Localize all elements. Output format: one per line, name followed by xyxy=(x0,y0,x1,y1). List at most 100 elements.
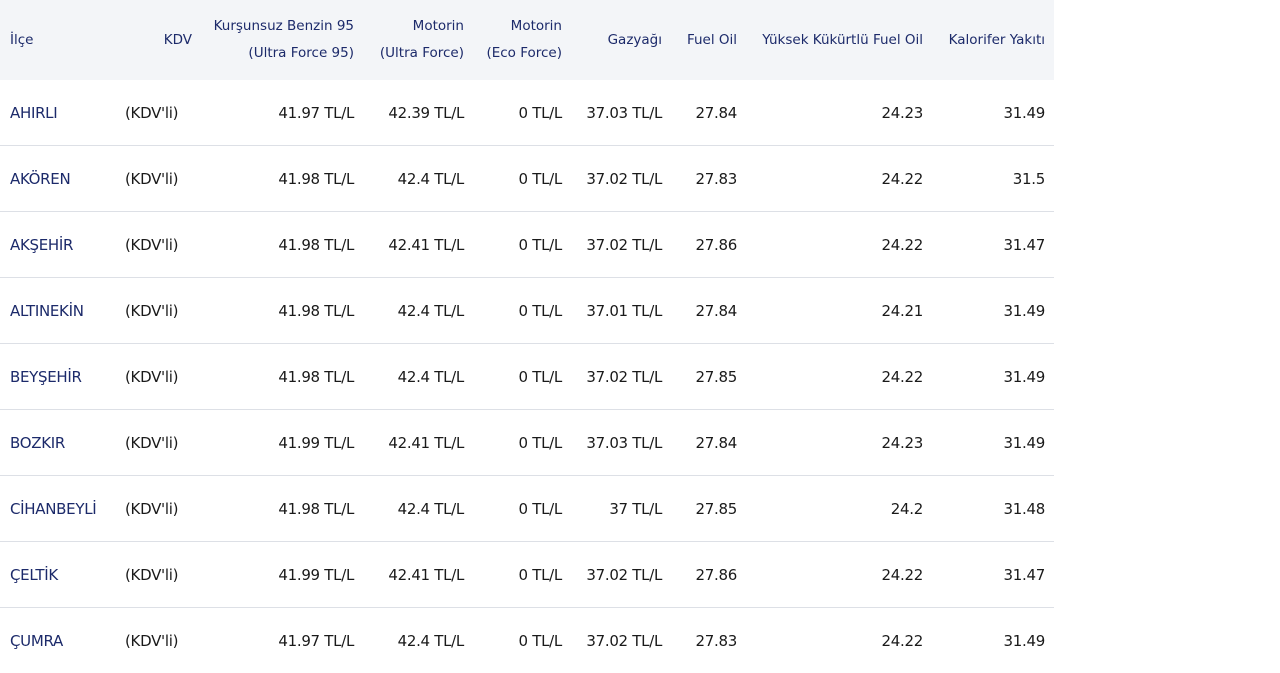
header-motorin-ultra: Motorin (Ultra Force) xyxy=(363,0,473,80)
gazyagi-price: 37.02 TL/L xyxy=(586,631,662,650)
fuel-oil-price: 27.86 xyxy=(671,211,746,278)
kalorifer-price: 31.49 xyxy=(1003,631,1046,650)
kdv: (KDV'li) xyxy=(125,145,201,212)
yuksek-kukurtlu-price: 24.22 xyxy=(746,541,932,608)
kursunsuz-benzin-price: 41.98 TL/L xyxy=(201,343,363,410)
table-row: ÇUMRA (KDV'li) 41.97 TL/L 42.4 TL/L 0 TL/L 37… xyxy=(0,608,1054,673)
kursunsuz-benzin-price: 41.97 TL/L xyxy=(278,631,354,650)
yuksek-kukurtlu-price: 24.23 xyxy=(746,80,932,146)
motorin-ultra-price: 42.41 TL/L xyxy=(363,211,473,278)
gazyagi-price: 37.03 TL/L xyxy=(571,409,671,476)
header-ilce: İlçe xyxy=(0,0,125,80)
fuel-price-table: İlçe KDV Kurşunsuz Benzin 95 (Ultra Forc… xyxy=(0,0,1054,673)
table-header-row: İlçe KDV Kurşunsuz Benzin 95 (Ultra Forc… xyxy=(0,0,1054,80)
fuel-oil-price: 27.84 xyxy=(671,277,746,344)
kdv: (KDV'li) xyxy=(125,409,201,476)
table-row: BEYŞEHİR (KDV'li) 41.98 TL/L 42.4 TL/L 0 TL/… xyxy=(0,343,1054,410)
header-fuel-oil: Fuel Oil xyxy=(671,0,746,80)
district-name[interactable]: AHIRLI xyxy=(0,80,125,146)
gazyagi-price: 37.02 TL/L xyxy=(571,541,671,608)
district-name[interactable]: ÇELTİK xyxy=(0,541,125,608)
gazyagi-price: 37 TL/L xyxy=(571,475,671,542)
district-name[interactable]: CİHANBEYLİ xyxy=(0,475,125,542)
yuksek-kukurtlu-price: 24.21 xyxy=(746,277,932,344)
table-row: ALTINEKİN (KDV'li) 41.98 TL/L 42.4 TL/L 0 TL… xyxy=(0,277,1054,344)
header-kalorifer: Kalorifer Yakıtı xyxy=(932,0,1054,80)
motorin-ultra-price: 42.41 TL/L xyxy=(363,409,473,476)
fuel-oil-price: 27.83 xyxy=(695,631,738,650)
district-name[interactable]: ALTINEKİN xyxy=(0,277,125,344)
district-name[interactable]: AKŞEHİR xyxy=(0,211,125,278)
kursunsuz-benzin-price: 41.98 TL/L xyxy=(201,277,363,344)
motorin-eco-price: 0 TL/L xyxy=(473,409,571,476)
motorin-ultra-price: 42.4 TL/L xyxy=(397,631,465,650)
motorin-eco-price: 0 TL/L xyxy=(473,343,571,410)
motorin-eco-price: 0 TL/L xyxy=(473,475,571,542)
gazyagi-price: 37.03 TL/L xyxy=(571,80,671,146)
fuel-oil-price: 27.85 xyxy=(671,343,746,410)
district-name[interactable]: BEYŞEHİR xyxy=(0,343,125,410)
motorin-eco-price: 0 TL/L xyxy=(473,277,571,344)
table-row: BOZKIR (KDV'li) 41.99 TL/L 42.41 TL/L 0 TL/L… xyxy=(0,409,1054,476)
header-kursunsuz-benzin: Kurşunsuz Benzin 95 (Ultra Force 95) xyxy=(201,0,363,80)
table-row: CİHANBEYLİ (KDV'li) 41.98 TL/L 42.4 TL/L 0 T… xyxy=(0,475,1054,542)
fuel-oil-price: 27.84 xyxy=(671,80,746,146)
header-kdv: KDV xyxy=(125,0,201,80)
kdv: (KDV'li) xyxy=(125,277,201,344)
kalorifer-price: 31.47 xyxy=(932,541,1054,608)
header-motorin-eco: Motorin (Eco Force) xyxy=(473,0,571,80)
fuel-oil-price: 27.86 xyxy=(671,541,746,608)
kdv: (KDV'li) xyxy=(125,631,179,650)
kursunsuz-benzin-price: 41.97 TL/L xyxy=(201,80,363,146)
table-row: AKŞEHİR (KDV'li) 41.98 TL/L 42.41 TL/L 0 TL/… xyxy=(0,211,1054,278)
kdv: (KDV'li) xyxy=(125,475,201,542)
motorin-eco-price: 0 TL/L xyxy=(473,80,571,146)
motorin-ultra-price: 42.4 TL/L xyxy=(363,475,473,542)
kalorifer-price: 31.5 xyxy=(932,145,1054,212)
district-name[interactable]: ÇUMRA xyxy=(10,631,63,650)
header-yuksek-kukurtlu: Yüksek Kükürtlü Fuel Oil xyxy=(746,0,932,80)
yuksek-kukurtlu-price: 24.22 xyxy=(746,211,932,278)
kursunsuz-benzin-price: 41.98 TL/L xyxy=(201,145,363,212)
kursunsuz-benzin-price: 41.98 TL/L xyxy=(201,211,363,278)
gazyagi-price: 37.02 TL/L xyxy=(571,343,671,410)
fuel-oil-price: 27.84 xyxy=(671,409,746,476)
yuksek-kukurtlu-price: 24.22 xyxy=(746,343,932,410)
kalorifer-price: 31.49 xyxy=(932,80,1054,146)
kdv: (KDV'li) xyxy=(125,211,201,278)
gazyagi-price: 37.02 TL/L xyxy=(571,145,671,212)
table-row: ÇELTİK (KDV'li) 41.99 TL/L 42.41 TL/L 0 TL/L… xyxy=(0,541,1054,608)
yuksek-kukurtlu-price: 24.22 xyxy=(746,145,932,212)
yuksek-kukurtlu-price: 24.22 xyxy=(881,631,924,650)
motorin-eco-price: 0 TL/L xyxy=(473,541,571,608)
motorin-eco-price: 0 TL/L xyxy=(473,145,571,212)
fuel-oil-price: 27.83 xyxy=(671,145,746,212)
district-name[interactable]: AKÖREN xyxy=(0,145,125,212)
motorin-eco-price: 0 TL/L xyxy=(518,631,563,650)
header-gazyagi: Gazyağı xyxy=(571,0,671,80)
district-name[interactable]: BOZKIR xyxy=(0,409,125,476)
motorin-ultra-price: 42.4 TL/L xyxy=(363,343,473,410)
kursunsuz-benzin-price: 41.99 TL/L xyxy=(201,541,363,608)
kdv: (KDV'li) xyxy=(125,343,201,410)
kursunsuz-benzin-price: 41.98 TL/L xyxy=(201,475,363,542)
kdv: (KDV'li) xyxy=(125,541,201,608)
gazyagi-price: 37.01 TL/L xyxy=(571,277,671,344)
table-row: AHIRLI (KDV'li) 41.97 TL/L 42.39 TL/L 0 TL/L… xyxy=(0,80,1054,146)
gazyagi-price: 37.02 TL/L xyxy=(571,211,671,278)
motorin-ultra-price: 42.4 TL/L xyxy=(363,277,473,344)
table-row: AKÖREN (KDV'li) 41.98 TL/L 42.4 TL/L 0 TL/L 3… xyxy=(0,145,1054,212)
yuksek-kukurtlu-price: 24.23 xyxy=(746,409,932,476)
motorin-eco-price: 0 TL/L xyxy=(473,211,571,278)
motorin-ultra-price: 42.41 TL/L xyxy=(363,541,473,608)
kursunsuz-benzin-price: 41.99 TL/L xyxy=(201,409,363,476)
motorin-ultra-price: 42.39 TL/L xyxy=(363,80,473,146)
kalorifer-price: 31.49 xyxy=(932,409,1054,476)
motorin-ultra-price: 42.4 TL/L xyxy=(363,145,473,212)
fuel-oil-price: 27.85 xyxy=(671,475,746,542)
kalorifer-price: 31.49 xyxy=(932,343,1054,410)
kalorifer-price: 31.47 xyxy=(932,211,1054,278)
kdv: (KDV'li) xyxy=(125,80,201,146)
yuksek-kukurtlu-price: 24.2 xyxy=(746,475,932,542)
kalorifer-price: 31.48 xyxy=(932,475,1054,542)
